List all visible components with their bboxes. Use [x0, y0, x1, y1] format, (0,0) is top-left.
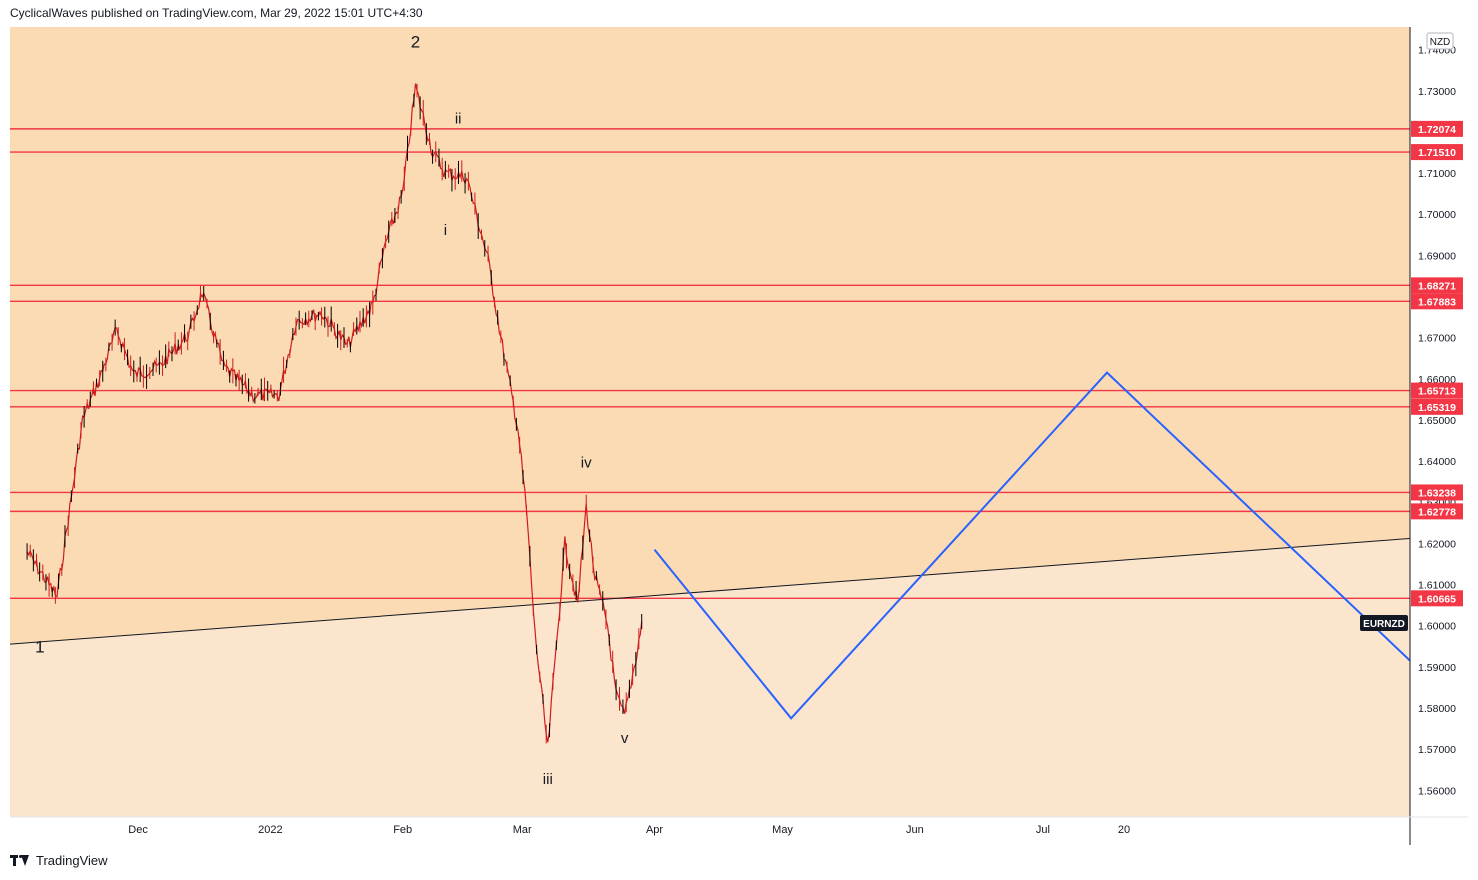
level-price-tag: 1.63238	[1411, 484, 1463, 501]
level-price-tag: 1.71510	[1411, 144, 1463, 161]
price-tick-label: 1.56000	[1418, 785, 1456, 797]
level-price-label: 1.65713	[1418, 386, 1456, 398]
time-axis-bg	[10, 817, 1410, 845]
level-price-tag: 1.65319	[1411, 398, 1463, 415]
tradingview-footer[interactable]: TradingView	[10, 853, 108, 868]
price-tick-label: 1.71000	[1418, 168, 1456, 180]
level-price-label: 1.60665	[1418, 593, 1456, 605]
wave-label-iv: iv	[581, 454, 592, 471]
wave-label-i: i	[444, 222, 447, 239]
price-tick-label: 1.73000	[1418, 86, 1456, 98]
currency-label: NZD	[1430, 37, 1451, 48]
level-price-tag: 1.68271	[1411, 277, 1463, 294]
level-price-label: 1.71510	[1418, 147, 1456, 159]
level-price-tag: 1.62778	[1411, 503, 1463, 520]
price-tick-label: 1.57000	[1418, 744, 1456, 756]
level-price-label: 1.63238	[1418, 487, 1456, 499]
projection-path[interactable]	[653, 371, 1411, 720]
price-tick-label: 1.58000	[1418, 703, 1456, 715]
level-price-label: 1.62778	[1418, 506, 1456, 518]
tradingview-brand: TradingView	[36, 853, 108, 868]
publish-info: CyclicalWaves published on TradingView.c…	[10, 6, 423, 20]
time-tick-label: Jul	[1036, 824, 1050, 836]
time-tick-label: 20	[1118, 824, 1130, 836]
currency-badge[interactable]: NZD	[1426, 32, 1454, 50]
tradingview-logo-icon	[10, 854, 30, 867]
symbol-tag[interactable]: EURNZD	[1360, 615, 1408, 631]
level-price-label: 1.67883	[1418, 296, 1456, 308]
price-axis-bg	[1410, 27, 1468, 845]
time-tick-label: Mar	[513, 824, 532, 836]
price-tick-label: 1.60000	[1418, 621, 1456, 633]
price-tick-label: 1.69000	[1418, 250, 1456, 262]
level-price-label: 1.68271	[1418, 280, 1456, 292]
wave-label-1: 1	[35, 637, 44, 656]
symbol-label: EURNZD	[1363, 619, 1405, 630]
wave-label-iii: iii	[543, 771, 553, 788]
wave-label-2: 2	[411, 33, 420, 52]
upper-zone	[10, 27, 1410, 645]
level-price-tag: 1.65713	[1411, 382, 1463, 399]
time-tick-label: May	[772, 824, 793, 836]
time-tick-label: Feb	[393, 824, 412, 836]
level-price-label: 1.65319	[1418, 402, 1456, 414]
wave-label-ii: ii	[455, 111, 462, 128]
time-tick-label: Dec	[128, 824, 148, 836]
level-price-label: 1.72074	[1418, 124, 1456, 136]
time-tick-label: Apr	[646, 824, 663, 836]
trendline[interactable]	[9, 537, 1411, 645]
price-tick-label: 1.64000	[1418, 456, 1456, 468]
time-tick-label: 2022	[258, 824, 282, 836]
price-tick-label: 1.70000	[1418, 209, 1456, 221]
price-tick-label: 1.62000	[1418, 538, 1456, 550]
price-tick-label: 1.59000	[1418, 662, 1456, 674]
level-price-tag: 1.60665	[1411, 590, 1463, 607]
time-tick-label: Jun	[906, 824, 924, 836]
price-tick-label: 1.65000	[1418, 415, 1456, 427]
price-tick-label: 1.61000	[1418, 580, 1456, 592]
wave-label-v: v	[621, 730, 629, 747]
level-price-tag: 1.67883	[1411, 293, 1463, 310]
level-price-tag: 1.72074	[1411, 120, 1463, 137]
price-tick-label: 1.67000	[1418, 333, 1456, 345]
